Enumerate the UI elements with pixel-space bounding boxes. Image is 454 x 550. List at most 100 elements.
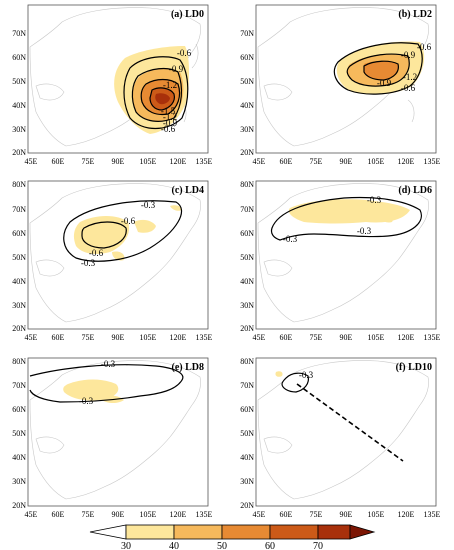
x-tick-label: 135E [196,157,213,166]
x-tick-label: 135E [424,157,441,166]
y-tick-label: 30N [240,301,254,310]
y-tick-label: 50N [240,253,254,262]
x-tick-label: 90E [112,333,125,342]
x-tick-label: 60E [280,157,293,166]
y-tick-label: 80N [240,357,254,366]
x-tick-label: 45E [253,510,266,519]
y-tick-label: 70N [240,29,254,38]
panel-a: -0.6 -0.9 -1.2 -1.5 -1.2 -0.9 -0.6 (a) L… [12,4,213,166]
panel-label: (f) LD10 [396,362,432,373]
x-tick-label: 105E [140,510,157,519]
contour-label: -0.3 [81,258,96,268]
colorbar-swatch [317,524,351,540]
map-frame [27,357,209,507]
y-tick-label: 50N [12,429,26,438]
x-tick-label: 90E [340,157,353,166]
y-tick-label: 70N [12,381,26,390]
x-tick-label: 45E [253,333,266,342]
panel-label: (e) LD8 [172,362,205,373]
panel-b: -0.6 -0.9 -1.2 -0.9 -0.6 (b) LD2 70N 60N… [240,4,441,166]
colorbar-ticks: 30 40 50 60 70 [121,541,323,550]
contour-label: -1.2 [403,72,417,82]
y-tick-label: 80N [12,357,26,366]
colorbar-swatch [173,524,223,540]
contours [63,200,182,262]
y-ticks: 80N 70N 60N 50N 40N 30N 20N [240,180,254,333]
y-tick-label: 80N [12,180,26,189]
x-tick-label: 135E [196,510,213,519]
panel-label: (c) LD4 [172,185,205,196]
contour-label: -0.6 [177,48,192,58]
x-ticks: 45E 60E 75E 90E 105E 120E 135E [25,157,213,166]
panel-f: -0.3 (f) LD10 80N 70N 60N 50N 40N 30N 20… [240,357,440,519]
y-tick-label: 40N [12,101,26,110]
land-outline [29,183,201,323]
panel-d: -0.3 -0.3 -0.3 (d) LD6 80N 70N 60N 50N 4… [240,180,440,342]
y-tick-label: 60N [240,53,254,62]
contour-label: -0.3 [367,195,382,205]
contour-label: -0.3 [283,234,298,244]
colorbar: 30 40 50 60 70 [89,524,376,550]
y-tick-label: 40N [240,101,254,110]
y-tick-label: 40N [12,277,26,286]
x-tick-label: 45E [253,157,266,166]
y-tick-label: 60N [12,229,26,238]
contour-label: -0.3 [79,396,94,406]
x-ticks: 45E 60E 75E 90E 105E 120E 135E [253,333,441,342]
y-ticks: 80N 70N 60N 50N 40N 30N 20N [12,357,26,510]
colorbar-swatch [125,524,175,540]
y-tick-label: 30N [12,477,26,486]
contour-label: -0.3 [101,359,116,369]
contour-label: -0.9 [377,78,392,88]
y-tick-label: 50N [240,429,254,438]
colorbar-swatch [89,524,127,540]
y-ticks: 80N 70N 60N 50N 40N 30N 20N [240,357,254,510]
contour-label: -0.6 [401,83,416,93]
y-tick-label: 20N [12,324,26,333]
colorbar-tick-label: 40 [169,541,179,550]
y-tick-label: 40N [240,277,254,286]
x-tick-label: 120E [170,510,187,519]
x-tick-label: 60E [280,333,293,342]
y-tick-label: 70N [240,205,254,214]
x-tick-label: 90E [340,333,353,342]
x-tick-label: 105E [140,157,157,166]
y-tick-label: 50N [12,253,26,262]
y-tick-label: 30N [240,477,254,486]
x-tick-label: 120E [170,157,187,166]
x-tick-label: 120E [398,157,415,166]
y-tick-label: 60N [12,53,26,62]
contours [270,196,422,241]
contour-label: -0.3 [299,370,314,380]
panel-label: (a) LD0 [171,9,204,20]
contour-label: -0.9 [163,118,178,128]
contour-label: -0.6 [121,216,136,226]
land-outline [257,360,429,500]
x-tick-label: 90E [112,510,125,519]
y-tick-label: 30N [12,125,26,134]
contours [333,42,423,95]
x-tick-label: 105E [368,333,385,342]
x-tick-label: 75E [82,157,95,166]
y-ticks: 70N 60N 50N 40N 30N 20N [12,29,26,157]
colorbar-tick-label: 60 [265,541,275,550]
y-tick-label: 20N [240,501,254,510]
y-tick-label: 60N [12,405,26,414]
x-tick-label: 60E [280,510,293,519]
shading [288,199,410,224]
x-tick-label: 45E [25,157,38,166]
shading [275,371,283,377]
x-tick-label: 60E [52,510,65,519]
x-tick-label: 75E [310,333,323,342]
x-tick-label: 90E [112,157,125,166]
dashed-transect-line [296,383,404,462]
y-ticks: 80N 70N 60N 50N 40N 30N 20N [12,180,26,333]
contour-labels: -0.6 -0.9 -1.2 -0.9 -0.6 [377,42,432,93]
contour-label: -1.5 [161,106,176,116]
contour-labels: -0.3 -0.3 -0.3 [283,195,382,244]
contour-label: -0.6 [161,124,176,134]
y-tick-label: 20N [240,324,254,333]
y-tick-label: 70N [240,381,254,390]
colorbar-tick-label: 70 [313,541,323,550]
